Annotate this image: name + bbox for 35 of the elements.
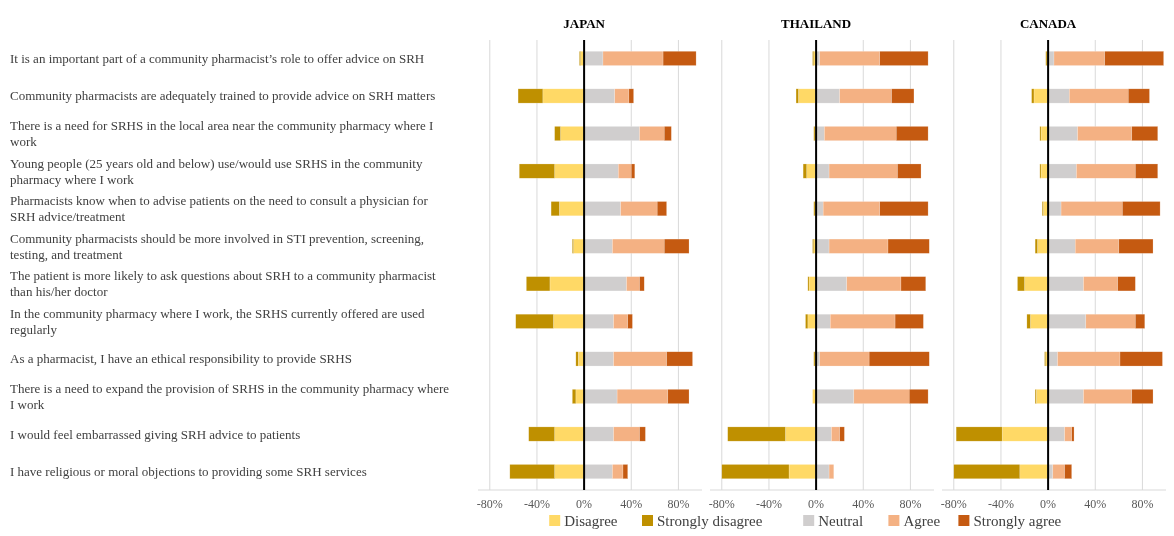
- y-tick-label: As a pharmacist, I have an ethical responsibility to provide SRHS: [10, 351, 352, 367]
- x-tick-label: 80%: [899, 497, 922, 511]
- x-tick-label: 80%: [1131, 497, 1154, 511]
- chart-title: CANADA: [1019, 16, 1077, 31]
- x-tick-label: -80%: [476, 497, 503, 511]
- legend-label: Strongly agree: [973, 513, 1062, 529]
- chart-title: JAPAN: [563, 16, 606, 31]
- y-tick-label: Young people (25 years old and below) use/would use SRHS in the community pharmacy where I work: [10, 155, 423, 187]
- x-tick-label: -40%: [987, 497, 1014, 511]
- x-tick-label: 40%: [1084, 497, 1107, 511]
- x-tick-label: 40%: [620, 497, 643, 511]
- x-tick-label: 0%: [576, 497, 593, 511]
- y-tick-label: There is a need to expand the provision of SRHS in the community pharmacy where I work: [10, 380, 450, 412]
- y-tick-label: I would feel embarrassed giving SRH advice to patients: [10, 426, 301, 442]
- y-tick-label: There is a need for SRHS in the local area near the community pharmacy where I work: [10, 118, 434, 150]
- y-tick-label: Community pharmacists should be more involved in STI prevention, screening, testing, and treatment: [10, 230, 425, 262]
- legend-label: Agree: [903, 513, 941, 529]
- y-tick-label: The patient is more likely to ask questions about SRH to a community pharmacist than his/her doctor: [10, 268, 437, 300]
- x-tick-label: 40%: [852, 497, 875, 511]
- y-tick-label: In the community pharmacy where I work, the SRHS currently offered are used regularly: [10, 305, 426, 337]
- chart-title: THAILAND: [781, 16, 852, 31]
- x-tick-label: -40%: [755, 497, 782, 511]
- x-tick-label: -80%: [708, 497, 735, 511]
- x-tick-label: 0%: [1040, 497, 1057, 511]
- x-tick-label: -40%: [523, 497, 550, 511]
- y-tick-label: Community pharmacists are adequately trained to provide advice on SRH matters: [10, 88, 436, 104]
- y-tick-label: I have religious or moral objections to providing some SRH services: [10, 464, 367, 480]
- x-tick-label: 0%: [808, 497, 825, 511]
- x-tick-label: -80%: [940, 497, 967, 511]
- legend-label: Strongly disagree: [657, 513, 763, 529]
- y-tick-label: Pharmacists know when to advise patients on the need to consult a physician for SRH advice/treatment: [10, 193, 429, 225]
- y-tick-label: It is an important part of a community pharmacist’s role to offer advice on SRH: [10, 50, 425, 66]
- legend-label: Disagree: [564, 513, 618, 529]
- legend-label: Neutral: [818, 513, 864, 529]
- x-tick-label: 80%: [667, 497, 690, 511]
